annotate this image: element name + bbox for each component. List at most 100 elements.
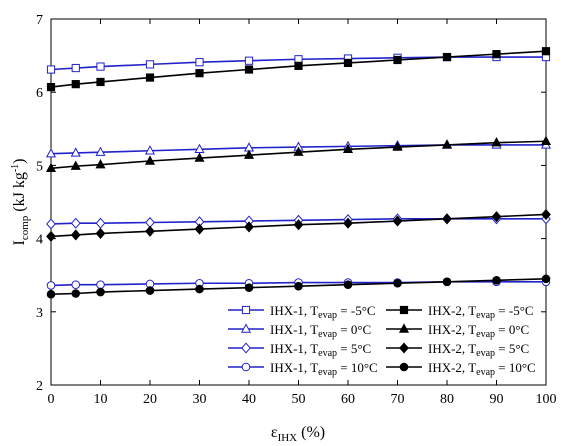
data-point — [240, 323, 252, 333]
data-point — [393, 55, 402, 65]
data-point — [145, 286, 155, 295]
x-tick-label: 100 — [536, 392, 557, 407]
legend-entry: IHX-2, Tevap = 10°C — [386, 360, 536, 378]
data-point — [70, 229, 81, 241]
data-point — [541, 47, 551, 56]
data-point — [71, 289, 81, 298]
data-point — [293, 219, 304, 231]
x-tick-label: 20 — [143, 392, 157, 407]
data-point — [343, 58, 353, 68]
data-point — [294, 281, 303, 291]
data-point — [95, 217, 106, 229]
data-point — [145, 60, 155, 69]
data-point — [241, 342, 251, 354]
series-4 — [45, 135, 552, 173]
data-point — [70, 160, 81, 170]
data-point — [70, 217, 81, 229]
data-point — [399, 305, 409, 315]
data-point — [45, 162, 57, 173]
data-point — [244, 56, 254, 65]
data-point — [492, 276, 501, 285]
series-group — [45, 47, 552, 299]
y-tick-label: 2 — [36, 379, 43, 394]
x-tick-label: 30 — [193, 392, 207, 407]
data-point — [95, 159, 106, 169]
x-tick-label: 40 — [242, 392, 256, 407]
data-point — [46, 230, 56, 242]
data-point — [71, 80, 80, 89]
data-point — [96, 287, 105, 297]
y-tick-label: 3 — [36, 306, 43, 321]
data-point — [96, 62, 105, 71]
legend-label: IHX-1, Tevap = 10°C — [270, 360, 378, 378]
data-point — [145, 225, 155, 237]
data-point — [144, 155, 156, 165]
data-point — [392, 215, 403, 227]
x-tick-label: 10 — [94, 392, 108, 407]
series-8 — [46, 274, 551, 299]
y-tick-label: 5 — [36, 159, 43, 174]
data-point — [441, 139, 453, 149]
axis-ticks: 0 10 20 30 40 50 60 70 80 90 100 2 3 4 5 6 7 — [36, 13, 557, 407]
data-point — [398, 323, 410, 333]
data-point — [195, 69, 204, 78]
data-point — [46, 289, 56, 299]
data-point — [46, 281, 56, 290]
data-point — [95, 146, 106, 156]
data-point — [96, 280, 105, 290]
data-point — [392, 141, 403, 151]
data-point — [241, 362, 251, 372]
data-point — [541, 274, 551, 284]
data-point — [442, 277, 452, 287]
data-point — [46, 82, 56, 92]
data-point — [71, 63, 80, 73]
legend: IHX-1, Tevap = -5°C IHX-2, Tevap = -5°CIH… — [228, 303, 536, 378]
x-tick-label: 80 — [440, 392, 454, 407]
legend-label: IHX-2, Tevap = 0°C — [428, 322, 529, 340]
data-point — [195, 284, 204, 294]
data-point — [194, 152, 205, 162]
legend-entry: IHX-1, Tevap = 5°C — [228, 341, 371, 359]
series-line — [50, 50, 547, 88]
data-point — [491, 211, 502, 223]
legend-entry: IHX-1, Tevap = -5°C — [228, 303, 376, 321]
data-point — [541, 208, 551, 221]
y-tick-label: 4 — [36, 233, 43, 248]
legend-entry: IHX-2, Tevap = 0°C — [386, 322, 529, 340]
data-point — [70, 147, 81, 157]
x-axis-label: εIHX (%) — [271, 424, 325, 444]
legend-label: IHX-2, Tevap = 5°C — [428, 341, 529, 359]
x-tick-label: 60 — [341, 392, 355, 407]
legend-entry: IHX-1, Tevap = 10°C — [228, 360, 378, 378]
legend-label: IHX-1, Tevap = 5°C — [270, 341, 371, 359]
data-point — [144, 145, 156, 155]
series-6 — [46, 208, 551, 242]
data-point — [540, 135, 552, 145]
data-point — [393, 278, 402, 288]
data-point — [243, 149, 255, 159]
data-point — [95, 227, 106, 240]
data-point — [46, 65, 56, 74]
data-point — [442, 52, 452, 62]
data-point — [343, 217, 353, 229]
data-point — [145, 73, 155, 82]
legend-label: IHX-1, Tevap = 0°C — [270, 322, 371, 340]
data-point — [195, 58, 204, 67]
data-point — [442, 213, 452, 225]
x-tick-label: 70 — [391, 392, 405, 407]
data-point — [244, 65, 254, 74]
legend-label: IHX-2, Tevap = -5°C — [428, 303, 534, 321]
legend-entry: IHX-2, Tevap = 5°C — [386, 341, 529, 359]
data-point — [244, 221, 254, 233]
data-point — [399, 342, 409, 354]
x-tick-label: 0 — [48, 392, 55, 407]
legend-label: IHX-1, Tevap = -5°C — [270, 303, 376, 321]
data-point — [399, 362, 409, 372]
data-point — [491, 137, 502, 147]
x-tick-label: 50 — [292, 392, 306, 407]
data-point — [71, 280, 81, 290]
data-point — [492, 50, 501, 59]
series-line — [50, 140, 547, 170]
x-tick-label: 90 — [490, 392, 504, 407]
